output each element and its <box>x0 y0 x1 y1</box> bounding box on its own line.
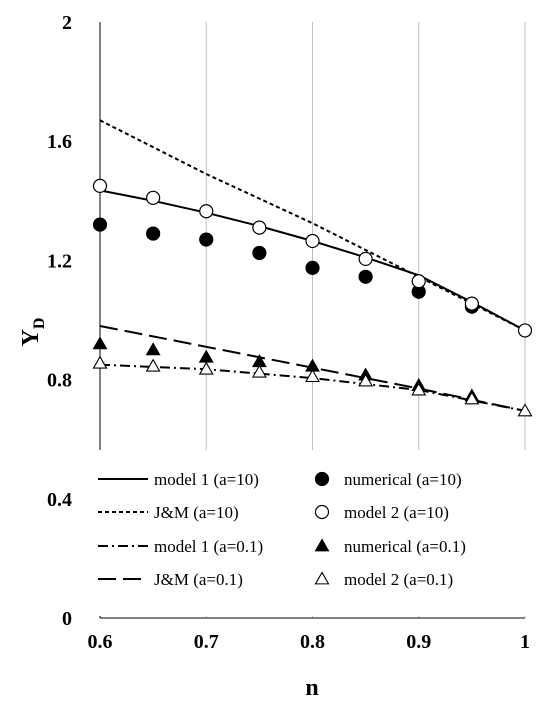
y-tick-label: 1.6 <box>47 131 72 153</box>
legend-label-numerical-a-10: numerical (a=10) <box>344 470 462 489</box>
legend-label-numerical-a-0-1: numerical (a=0.1) <box>344 537 466 556</box>
legend-swatch-model-2-a-0-1 <box>314 571 330 585</box>
point-numerical-a-10 <box>358 269 373 284</box>
point-model-2-a-10 <box>358 251 373 267</box>
y-axis-title-main: Y <box>18 329 44 346</box>
point-model-2-a-10 <box>146 190 161 205</box>
legend-label-model-2-a-10: model 2 (a=10) <box>344 503 449 522</box>
legend-label-j-m-a-0-1: J&M (a=0.1) <box>154 570 243 589</box>
x-tick-label: 0.6 <box>88 631 113 653</box>
point-model-2-a-10 <box>305 233 320 249</box>
legend-swatch-numerical-a-0-1 <box>314 538 330 552</box>
point-numerical-a-0-1 <box>198 349 214 363</box>
x-tick-label: 0.9 <box>406 631 431 653</box>
y-tick-label: 0 <box>62 608 72 630</box>
legend-label-j-m-a-10: J&M (a=10) <box>154 503 239 522</box>
point-numerical-a-0-1 <box>145 342 161 356</box>
point-numerical-a-0-1 <box>92 336 108 350</box>
x-tick-label: 1 <box>520 631 530 653</box>
point-numerical-a-10 <box>305 260 320 275</box>
y-tick-label: 2 <box>62 12 72 34</box>
point-model-2-a-0-1 <box>198 361 214 375</box>
y-axis-title-subscript: D <box>31 318 48 330</box>
point-numerical-a-10 <box>146 226 161 241</box>
point-model-2-a-10 <box>464 296 479 311</box>
x-tick-label: 0.8 <box>300 631 325 653</box>
tick-labels: 0.6 0.7 0.8 0.9 1 0 0.4 0.8 1.2 1.6 2 <box>47 12 530 653</box>
point-model-2-a-0-1 <box>305 369 320 383</box>
point-numerical-a-10 <box>92 217 108 232</box>
svg-text:YD: YD <box>18 318 48 347</box>
y-tick-label: 0.8 <box>47 370 72 392</box>
point-model-2-a-0-1 <box>251 364 267 378</box>
point-model-2-a-0-1 <box>145 358 161 372</box>
y-axis-title: YD <box>18 318 48 347</box>
point-model-2-a-10 <box>411 274 426 289</box>
legend: model 1 (a=10) J&M (a=10) model 1 (a=0.1) J… <box>90 450 532 616</box>
x-axis-title: n <box>305 675 318 701</box>
point-model-2-a-0-1 <box>92 355 108 369</box>
point-numerical-a-10 <box>199 232 214 247</box>
y-tick-label: 1.2 <box>47 250 72 272</box>
point-model-2-a-0-1 <box>464 391 480 405</box>
point-model-2-a-10 <box>252 220 267 235</box>
point-model-2-a-10 <box>92 178 108 193</box>
point-numerical-a-10 <box>252 245 267 261</box>
legend-label-model-1-a-10: model 1 (a=10) <box>154 470 259 489</box>
y-tick-label: 0.4 <box>47 489 72 511</box>
legend-label-model-2-a-0-1: model 2 (a=0.1) <box>344 570 453 589</box>
point-model-2-a-10 <box>199 204 214 219</box>
legend-swatch-model-2-a-10 <box>314 504 330 520</box>
point-model-2-a-0-1 <box>358 373 374 387</box>
series-j-m-a-10 <box>99 119 526 332</box>
legend-label-model-1-a-0-1: model 1 (a=0.1) <box>154 537 263 556</box>
point-model-2-a-0-1 <box>411 382 427 396</box>
point-model-2-a-10 <box>517 323 533 338</box>
markers <box>92 178 533 417</box>
point-model-2-a-0-1 <box>517 403 533 417</box>
legend-swatch-numerical-a-10 <box>314 471 330 487</box>
x-tick-label: 0.7 <box>194 631 219 653</box>
